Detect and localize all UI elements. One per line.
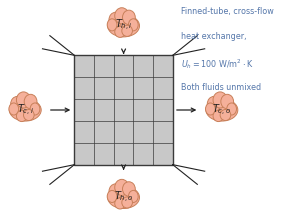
Ellipse shape [23, 110, 34, 121]
Ellipse shape [128, 190, 138, 202]
Ellipse shape [30, 103, 40, 115]
Bar [74, 55, 173, 165]
Ellipse shape [9, 103, 19, 115]
Ellipse shape [107, 190, 117, 202]
Text: $T_{h,i}$: $T_{h,i}$ [115, 18, 132, 33]
Text: Finned-tube, cross-flow: Finned-tube, cross-flow [181, 7, 274, 16]
Ellipse shape [16, 110, 27, 122]
Ellipse shape [122, 197, 133, 208]
Ellipse shape [107, 19, 117, 31]
Ellipse shape [213, 92, 227, 108]
Ellipse shape [108, 15, 140, 37]
Ellipse shape [220, 110, 231, 121]
Text: $T_{h,o}$: $T_{h,o}$ [114, 190, 133, 205]
Ellipse shape [109, 184, 122, 199]
Ellipse shape [109, 12, 122, 27]
Text: heat exchanger,: heat exchanger, [181, 32, 247, 41]
Ellipse shape [122, 10, 135, 25]
Ellipse shape [115, 179, 129, 195]
Ellipse shape [108, 186, 140, 209]
Ellipse shape [207, 96, 221, 112]
Ellipse shape [9, 99, 41, 121]
Text: Both fluids unmixed: Both fluids unmixed [181, 83, 261, 92]
Ellipse shape [24, 94, 37, 109]
Ellipse shape [115, 198, 125, 209]
Ellipse shape [16, 92, 30, 108]
Ellipse shape [213, 110, 224, 122]
Ellipse shape [115, 26, 125, 37]
Ellipse shape [11, 96, 24, 112]
Ellipse shape [122, 25, 133, 36]
Ellipse shape [206, 99, 238, 121]
Text: $U_h = 100$ W/m$^2\cdot$K: $U_h = 100$ W/m$^2\cdot$K [181, 58, 254, 72]
Ellipse shape [221, 94, 233, 109]
Ellipse shape [227, 103, 237, 115]
Text: $T_{c,i}$: $T_{c,i}$ [17, 103, 34, 117]
Ellipse shape [122, 182, 135, 196]
Text: $T_{c,o}$: $T_{c,o}$ [212, 103, 232, 117]
Ellipse shape [206, 103, 215, 115]
Ellipse shape [115, 8, 129, 24]
Ellipse shape [128, 19, 138, 31]
